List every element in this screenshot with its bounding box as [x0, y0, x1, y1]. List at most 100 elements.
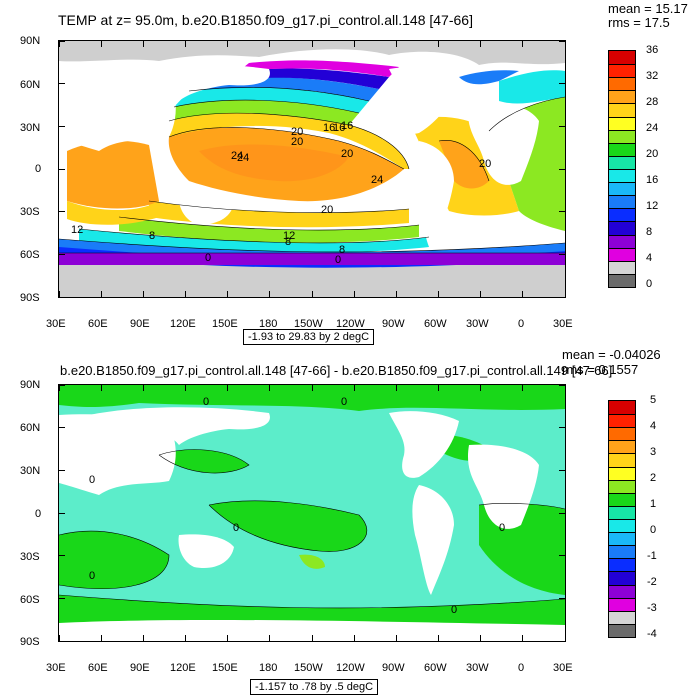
top-lat-label: 90S [20, 292, 40, 304]
bottom-colorbar-label: -1 [647, 550, 657, 562]
bottom-lat-label: 60N [20, 422, 41, 434]
axis-tick [564, 291, 565, 297]
axis-tick [59, 597, 65, 599]
colorbar-cell [609, 492, 635, 506]
top-lon-label: 120W [336, 318, 365, 330]
axis-tick [480, 291, 482, 297]
axis-tick [59, 83, 65, 85]
colorbar-cell [609, 64, 635, 78]
colorbar-cell [609, 208, 635, 222]
bottom-title: b.e20.B1850.f09_g17.pi_control.all.148 [… [60, 363, 613, 378]
axis-tick [100, 385, 102, 391]
bottom-colorbar-label: 5 [650, 394, 657, 406]
colorbar-cell [609, 505, 635, 519]
top-lon-label: 150E [212, 318, 238, 330]
axis-tick [269, 291, 271, 297]
axis-tick [438, 635, 439, 641]
colorbar-cell [609, 195, 635, 209]
axis-tick [438, 385, 439, 391]
bottom-lon-label: 150W [294, 662, 323, 674]
colorbar-cell [609, 545, 635, 559]
colorbar-cell [609, 427, 635, 441]
bottom-lon-label: 120E [170, 662, 196, 674]
top-contour-label: 8 [339, 244, 346, 256]
axis-tick [59, 385, 65, 386]
axis-tick [59, 253, 65, 255]
axis-tick [395, 635, 397, 641]
axis-tick [269, 41, 271, 47]
axis-tick [59, 555, 65, 557]
colorbar-cell [609, 221, 635, 235]
colorbar-cell [609, 247, 635, 261]
bottom-lat-label: 90S [20, 636, 40, 648]
axis-tick [522, 291, 524, 297]
axis-tick [353, 385, 355, 391]
top-lon-label: 60E [88, 318, 108, 330]
axis-tick [59, 211, 65, 213]
top-lon-label: 150W [294, 318, 323, 330]
top-title: TEMP at z= 95.0m, b.e20.B1850.f09_g17.pi… [58, 12, 473, 28]
axis-tick [100, 41, 102, 47]
colorbar-cell [609, 597, 635, 611]
top-lon-label: 90W [382, 318, 405, 330]
top-lon-label: 30W [466, 318, 489, 330]
colorbar-cell [609, 116, 635, 130]
colorbar-cell [609, 169, 635, 183]
axis-tick [142, 41, 144, 47]
colorbar-cell [609, 453, 635, 467]
axis-tick [142, 291, 144, 297]
axis-tick [395, 385, 397, 391]
top-map: 20 16 20 24 20 24 20 8 16 16 12 8 8 0 0 … [58, 40, 566, 298]
top-contour-label: 12 [283, 230, 296, 242]
bottom-colorbar-label: 0 [650, 524, 657, 536]
bottom-lon-label: 30W [466, 662, 489, 674]
axis-tick [564, 385, 565, 391]
top-colorbar-label: 0 [646, 278, 653, 290]
top-contour-label: 24 [237, 152, 250, 164]
bottom-colorbar-label: -3 [647, 602, 657, 614]
axis-tick [559, 168, 565, 170]
bottom-colorbar [608, 400, 636, 638]
top-lon-label: 90E [130, 318, 150, 330]
axis-tick [353, 41, 355, 47]
bottom-contour-label: 0 [341, 396, 348, 408]
top-lon-label: 120E [170, 318, 196, 330]
axis-tick [311, 41, 313, 47]
bottom-lon-label: 30E [553, 662, 573, 674]
top-contour-label: 8 [149, 230, 156, 242]
axis-tick [185, 291, 186, 297]
top-contour-label: 20 [291, 126, 304, 138]
axis-tick [59, 469, 65, 471]
colorbar-cell [609, 103, 635, 117]
axis-tick [438, 291, 439, 297]
axis-tick [311, 291, 313, 297]
axis-tick [142, 635, 144, 641]
colorbar-cell [609, 401, 635, 415]
axis-tick [227, 635, 229, 641]
bottom-contour-label: 0 [89, 474, 96, 486]
top-contour-label: 20 [341, 148, 354, 160]
top-colorbar-label: 24 [646, 122, 659, 134]
colorbar-cell [609, 571, 635, 585]
top-rms-label: rms = 17.5 [608, 15, 670, 30]
axis-tick [559, 385, 565, 386]
axis-tick [559, 640, 565, 641]
axis-tick [559, 125, 565, 127]
axis-tick [353, 291, 355, 297]
bottom-colorbar-label: 2 [650, 472, 657, 484]
top-contour-label: 0 [205, 252, 212, 264]
top-contour-label: 24 [231, 150, 244, 162]
bottom-lon-label: 0 [518, 662, 525, 674]
bottom-colorbar-label: -4 [647, 628, 657, 640]
bottom-lat-label: 90N [20, 379, 41, 391]
axis-tick [59, 427, 65, 429]
bottom-lon-label: 60W [424, 662, 447, 674]
colorbar-cell [609, 558, 635, 572]
axis-tick [59, 640, 65, 641]
axis-tick [59, 41, 60, 47]
axis-tick [185, 385, 186, 391]
top-colorbar-label: 4 [646, 252, 653, 264]
bottom-lat-label: 0 [35, 508, 42, 520]
axis-tick [559, 597, 565, 599]
axis-tick [185, 41, 186, 47]
